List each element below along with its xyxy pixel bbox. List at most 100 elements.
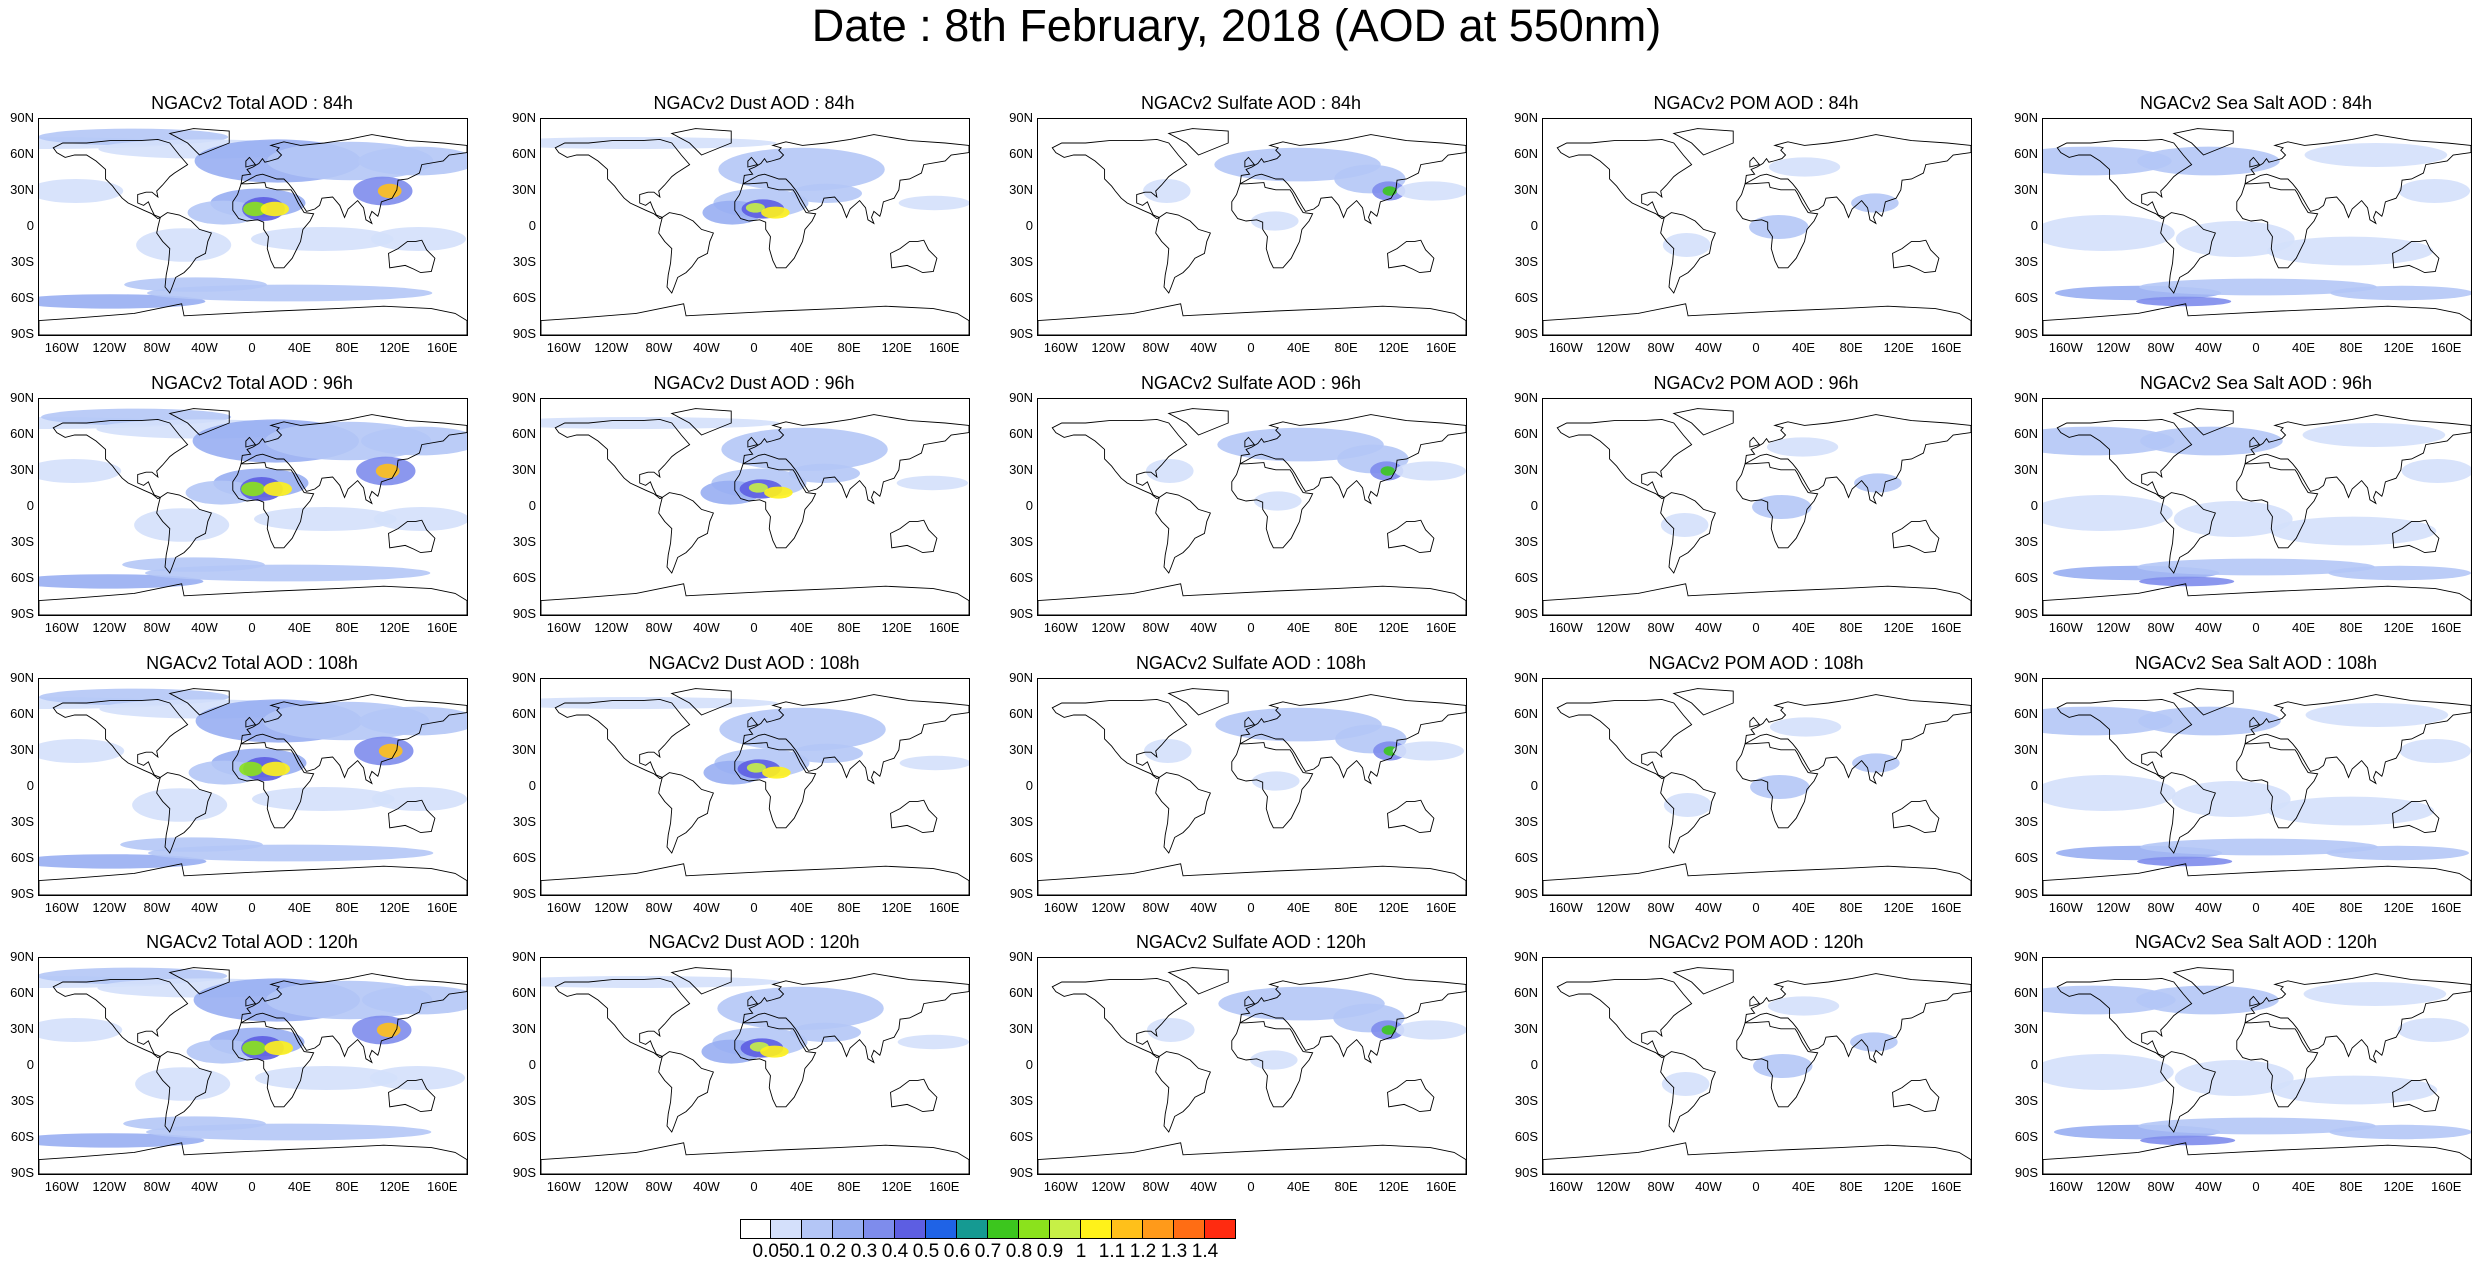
lon-tick-label: 40E [2291, 620, 2316, 635]
coastline [1543, 303, 1971, 335]
lat-tick-label: 60N [1009, 426, 1033, 441]
coastline [2172, 688, 2234, 716]
lat-tick-label: 90N [10, 110, 34, 125]
lat-tick-label: 90N [512, 390, 536, 405]
lon-tick-label: 0 [1752, 620, 1760, 635]
aod-blob [242, 1040, 266, 1056]
coastline [658, 1051, 714, 1133]
coastline [388, 1078, 436, 1113]
coastline [1672, 128, 1734, 156]
lon-tick-label: 160E [2431, 1179, 2462, 1194]
coastline [1749, 716, 1761, 728]
coastline [1155, 1051, 1211, 1133]
coastline [232, 182, 315, 269]
lon-tick-label: 80W [143, 340, 171, 355]
lon-tick-label: 0 [750, 620, 758, 635]
coastline [541, 863, 969, 895]
lon-tick-label: 160W [44, 340, 79, 355]
lon-tick-label: 120E [881, 620, 912, 635]
coastline [670, 688, 732, 716]
lat-tick-label: 60S [1514, 1129, 1538, 1144]
coastline [1749, 995, 1761, 1007]
lon-tick-label: 120E [2383, 1179, 2414, 1194]
lon-tick-label: 40W [191, 1179, 218, 1194]
lat-tick-label: 30S [1009, 1093, 1033, 1108]
aod-blob [136, 228, 232, 262]
lat-tick-label: 30N [512, 1021, 536, 1036]
coastline [1556, 977, 1693, 1059]
colorbar-label: 0.7 [974, 1241, 1002, 1262]
lon-tick-label: 160W [1548, 1179, 1583, 1194]
lon-tick-label: 40E [1791, 900, 1816, 915]
lon-tick-label: 0 [750, 340, 758, 355]
aod-blob [2043, 495, 2173, 531]
lon-tick-label: 0 [1752, 900, 1760, 915]
lon-tick-label: 40E [1791, 1179, 1816, 1194]
aod-map [1543, 128, 1971, 335]
aod-blob [2270, 1075, 2438, 1105]
coastline [1155, 212, 1211, 294]
aod-blob [1147, 1018, 1195, 1042]
coastline [1038, 303, 1466, 335]
aod-blob [132, 788, 228, 822]
lon-tick-label: 80E [2339, 620, 2363, 635]
coastline [1051, 138, 1188, 220]
aod-blob [718, 147, 885, 191]
map-panel-pom-1 [1542, 398, 1972, 616]
lon-tick-label: 0 [2252, 620, 2260, 635]
aod-blob [2267, 796, 2435, 826]
lon-tick-label: 160W [2048, 620, 2083, 635]
aod-map [39, 967, 467, 1174]
aod-blob [761, 206, 790, 219]
aod-blob [1663, 793, 1712, 817]
panel-title: NGACv2 Dust AOD : 120h [648, 932, 860, 952]
lat-tick-label: 60N [2014, 146, 2038, 161]
aod-blob [2139, 278, 2377, 296]
lon-tick-label: 120E [881, 1179, 912, 1194]
colorbar-label: 1.2 [1129, 1241, 1157, 1262]
lon-tick-label: 40W [693, 620, 720, 635]
coastline [39, 583, 467, 615]
coastline [1244, 995, 1256, 1007]
coastline [1543, 1142, 1971, 1174]
map-panel-dust-3 [540, 957, 970, 1175]
aod-blob [1146, 459, 1194, 483]
lon-tick-label: 120W [2096, 340, 2131, 355]
aod-blob [251, 227, 394, 251]
coastline [747, 716, 759, 728]
aod-blob [2171, 781, 2291, 817]
lon-tick-label: 40E [789, 900, 814, 915]
coastline [232, 462, 315, 549]
coastline [658, 772, 714, 854]
lat-tick-label: 60S [1009, 290, 1033, 305]
lon-tick-label: 160E [929, 620, 960, 635]
aod-blob [1394, 461, 1466, 481]
coastline [2392, 1078, 2440, 1113]
map-panel-total-2 [38, 678, 468, 896]
coastline [2249, 995, 2261, 1007]
aod-blob [1769, 717, 1842, 737]
aod-blob [120, 837, 263, 852]
aod-blob [2330, 285, 2471, 301]
lat-tick-label: 0 [26, 498, 34, 513]
lon-tick-label: 80W [645, 620, 673, 635]
aod-blob [788, 463, 860, 483]
panel-title: NGACv2 Sulfate AOD : 108h [1135, 653, 1367, 673]
lat-tick-label: 90N [1009, 670, 1033, 685]
lon-tick-label: 80E [2339, 1179, 2363, 1194]
lon-tick-label: 120E [2383, 900, 2414, 915]
aod-blob [122, 557, 265, 572]
lat-tick-label: 90S [1009, 326, 1033, 341]
lon-tick-label: 120E [379, 900, 410, 915]
aod-blob [263, 481, 293, 497]
lon-tick-label: 40E [287, 900, 312, 915]
coastline [1387, 799, 1435, 834]
coastline [1672, 967, 1734, 995]
lat-tick-label: 90S [1514, 1165, 1538, 1180]
colorbar-swatch [988, 1219, 1019, 1239]
coastline [747, 436, 759, 448]
lon-tick-label: 40W [693, 1179, 720, 1194]
lon-tick-label: 40W [2195, 620, 2222, 635]
lon-tick-label: 120W [1596, 620, 1631, 635]
map-panel-pom-0 [1542, 118, 1972, 336]
